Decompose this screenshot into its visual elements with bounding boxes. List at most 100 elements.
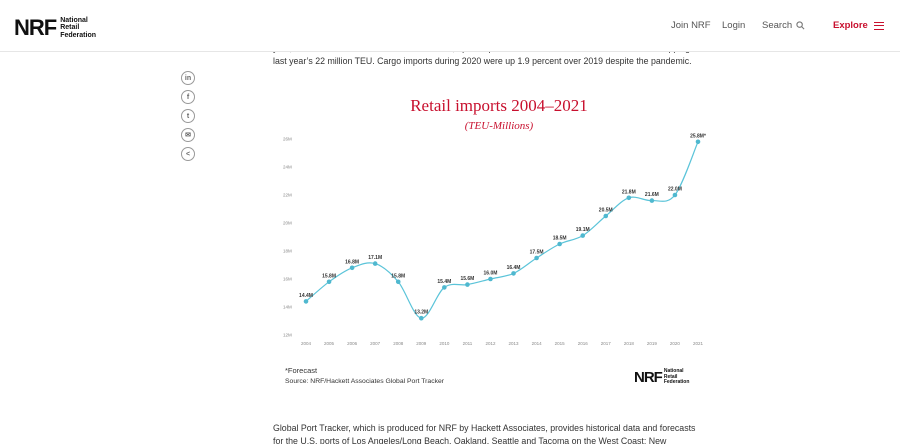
x-tick-label: 2015 bbox=[555, 341, 566, 346]
y-tick-label: 24M bbox=[283, 165, 292, 170]
data-label: 17.5M bbox=[530, 250, 544, 256]
facebook-icon[interactable]: f bbox=[181, 90, 195, 104]
chart-subtitle: (TEU-Millions) bbox=[464, 120, 534, 132]
data-point bbox=[303, 299, 309, 304]
data-labels: 14.4M 15.8M 16.8M 17.1M 15.8M 13.2M 15.4M 15.6M… bbox=[299, 133, 706, 315]
linkedin-icon[interactable]: in bbox=[181, 71, 195, 85]
y-tick-label: 12M bbox=[283, 333, 292, 338]
data-point bbox=[326, 279, 332, 285]
article-paragraph-bottom: Global Port Tracker, which is produced f… bbox=[273, 422, 723, 444]
chart-title: Retail imports 2004–2021 bbox=[410, 96, 588, 115]
data-point bbox=[534, 255, 539, 261]
data-label: 13.2M bbox=[414, 310, 428, 316]
search-link[interactable]: Search bbox=[762, 20, 805, 31]
y-tick-label: 18M bbox=[283, 249, 292, 254]
y-tick-label: 26M bbox=[283, 137, 292, 142]
data-label: 16.0M bbox=[484, 271, 498, 277]
data-point bbox=[511, 271, 516, 276]
data-label: 22.0M bbox=[668, 187, 682, 193]
x-tick-label: 2014 bbox=[532, 341, 543, 346]
x-tick-label: 2016 bbox=[578, 341, 589, 346]
x-axis: 2004 2005 2006 2007 2008 2009 2010 2011 2012 2013… bbox=[301, 341, 704, 346]
data-point bbox=[418, 315, 424, 321]
logo-mark: NRF bbox=[14, 15, 57, 40]
data-point bbox=[649, 198, 655, 203]
data-label: 21.6M bbox=[645, 192, 659, 198]
data-label: 15.8M bbox=[322, 273, 336, 279]
data-point bbox=[672, 192, 678, 198]
data-point bbox=[349, 265, 355, 271]
logo-line: National bbox=[60, 16, 88, 24]
explore-menu-button[interactable]: Explore bbox=[833, 20, 884, 31]
y-tick-label: 22M bbox=[283, 193, 292, 198]
x-tick-label: 2011 bbox=[463, 341, 473, 346]
data-label: 14.4M bbox=[299, 293, 313, 299]
x-tick-label: 2018 bbox=[624, 341, 635, 346]
join-nrf-link[interactable]: Join NRF bbox=[671, 20, 711, 31]
data-label: 18.5M bbox=[553, 236, 567, 242]
x-tick-label: 2012 bbox=[485, 341, 496, 346]
paragraph-line: for the U.S. ports of Los Angeles/Long B… bbox=[273, 435, 667, 444]
x-tick-label: 2008 bbox=[393, 341, 404, 346]
data-point bbox=[603, 213, 609, 219]
x-tick-label: 2010 bbox=[439, 341, 450, 346]
x-tick-label: 2005 bbox=[324, 341, 335, 346]
x-tick-label: 2009 bbox=[416, 341, 427, 346]
chart-source: Source: NRF/Hackett Associates Global Po… bbox=[285, 378, 445, 385]
explore-label: Explore bbox=[833, 20, 868, 31]
logo-line: Retail bbox=[60, 24, 80, 32]
data-point bbox=[372, 261, 378, 266]
data-point bbox=[488, 276, 493, 282]
x-tick-label: 2020 bbox=[670, 341, 681, 346]
data-label: 15.8M bbox=[391, 273, 405, 279]
search-label: Search bbox=[762, 20, 793, 31]
y-tick-label: 20M bbox=[283, 221, 292, 226]
data-point bbox=[695, 139, 701, 145]
logo-line: Federation bbox=[663, 379, 690, 386]
x-tick-label: 2021 bbox=[693, 341, 704, 346]
data-label: 16.8M bbox=[345, 259, 359, 265]
data-point bbox=[465, 282, 470, 287]
data-point bbox=[395, 279, 401, 285]
x-tick-label: 2007 bbox=[370, 341, 381, 346]
data-label: 15.6M bbox=[460, 276, 474, 282]
nrf-logo[interactable]: NRF National Retail Federation bbox=[14, 15, 110, 41]
email-icon[interactable]: ✉ bbox=[181, 128, 195, 142]
logo-wordmark: National Retail Federation bbox=[60, 17, 110, 40]
y-axis: 12M 14M 16M 18M 20M 22M 24M 26M bbox=[283, 137, 292, 338]
data-point bbox=[442, 285, 447, 290]
data-point bbox=[580, 233, 586, 238]
logo-line: Federation bbox=[60, 31, 97, 39]
x-tick-label: 2006 bbox=[347, 341, 358, 346]
x-tick-label: 2017 bbox=[601, 341, 612, 346]
twitter-icon[interactable]: t bbox=[181, 109, 195, 123]
y-tick-label: 14M bbox=[283, 305, 292, 310]
paragraph-line: last year’s 22 million TEU. Cargo import… bbox=[273, 55, 692, 66]
hamburger-icon bbox=[873, 21, 884, 30]
x-tick-label: 2004 bbox=[301, 341, 312, 346]
chart-nrf-logo: NRF National Retail Federation bbox=[634, 369, 714, 386]
data-label: 19.1M bbox=[576, 227, 590, 233]
login-link[interactable]: Login bbox=[722, 20, 746, 31]
logo-line: National bbox=[663, 368, 684, 375]
y-tick-label: 16M bbox=[283, 277, 292, 282]
data-label: 25.8M* bbox=[690, 133, 706, 139]
paragraph-line: Global Port Tracker, which is produced f… bbox=[273, 423, 696, 433]
x-tick-label: 2013 bbox=[509, 341, 520, 346]
data-label: 16.4M bbox=[507, 265, 521, 271]
data-label: 17.1M bbox=[368, 255, 382, 261]
series-line bbox=[305, 141, 699, 319]
search-icon bbox=[796, 21, 805, 30]
x-tick-label: 2019 bbox=[647, 341, 658, 346]
chart-footnote: *Forecast bbox=[285, 366, 318, 375]
site-header: NRF National Retail Federation Join NRF … bbox=[0, 0, 900, 52]
share-icon[interactable]: < bbox=[181, 147, 195, 161]
data-label: 20.5M bbox=[599, 208, 613, 214]
data-point bbox=[557, 241, 562, 247]
logo-line: Retail bbox=[663, 373, 678, 380]
data-point bbox=[626, 195, 632, 201]
logo-mark: NRF bbox=[634, 369, 663, 386]
data-label: 21.8M bbox=[622, 189, 636, 195]
data-label: 15.4M bbox=[437, 279, 451, 285]
